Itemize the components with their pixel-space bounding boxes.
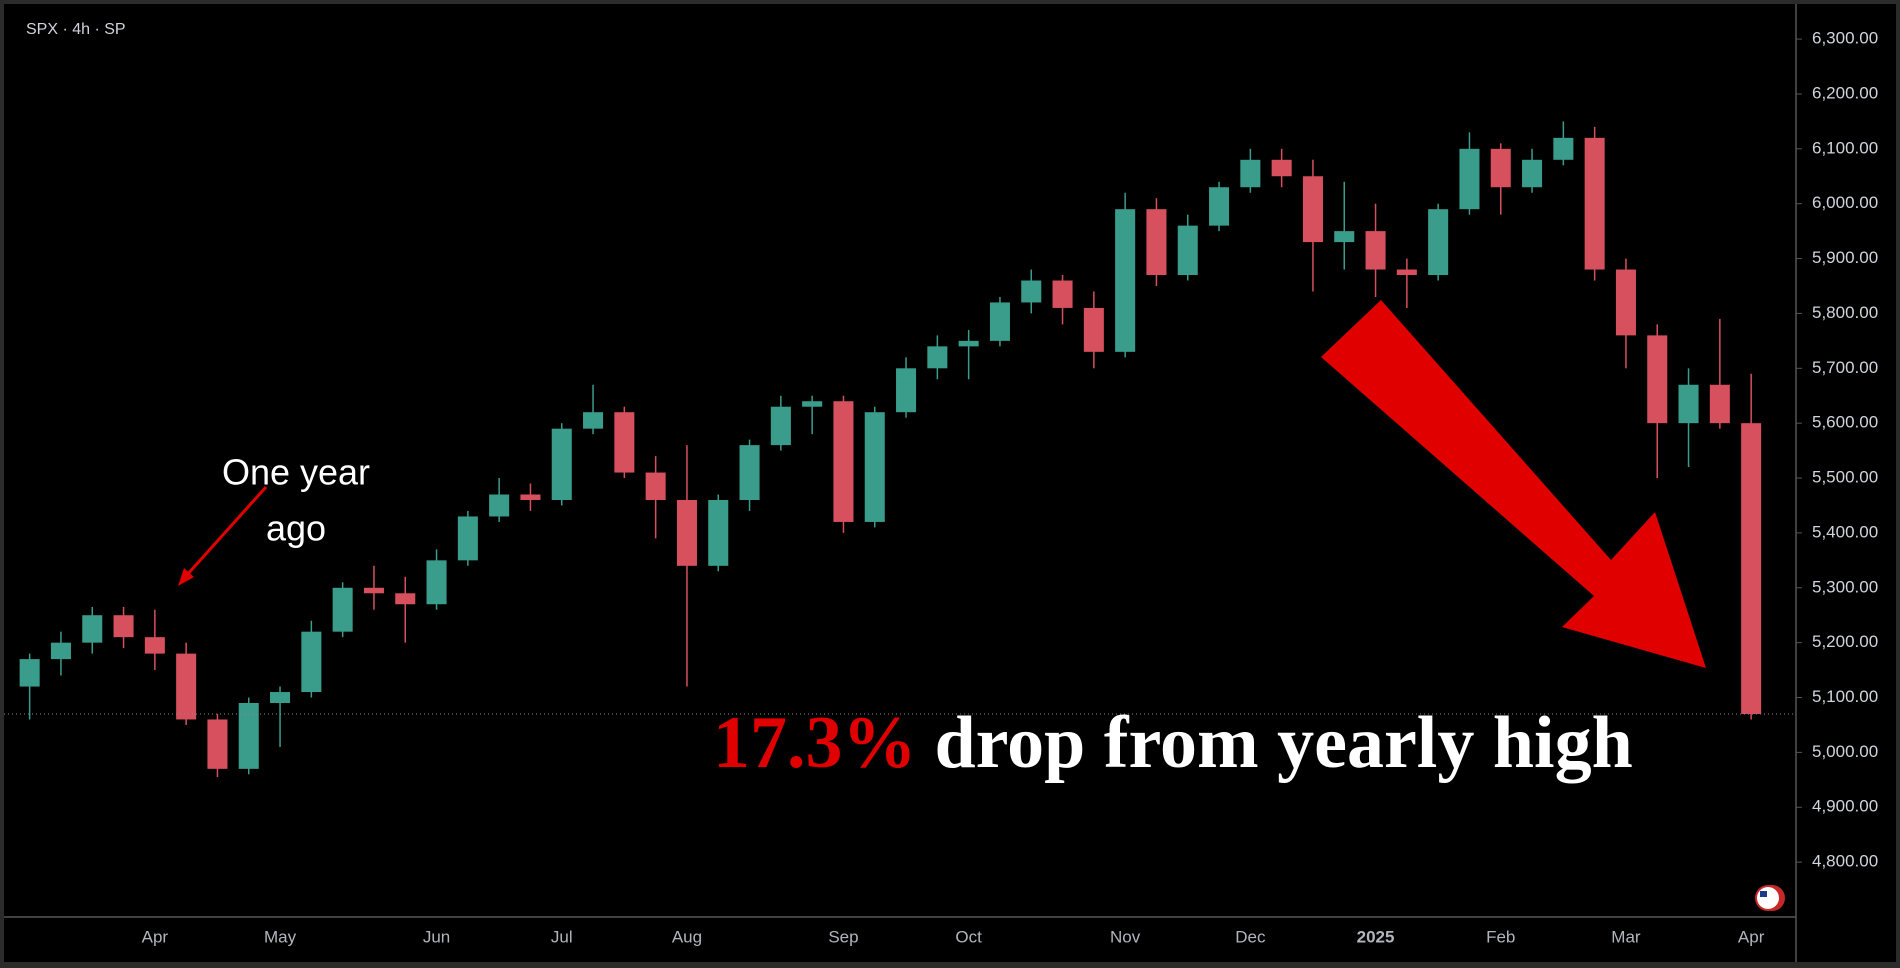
y-tick-label: 5,400.00	[1812, 522, 1878, 541]
candle-body	[207, 719, 228, 769]
candle-body	[833, 401, 854, 522]
candle-body	[551, 428, 572, 500]
y-tick-label: 5,100.00	[1812, 687, 1878, 706]
x-tick-label: May	[264, 927, 297, 946]
chart-background	[4, 4, 1896, 962]
candle-body	[144, 637, 165, 654]
candle-body	[1115, 209, 1136, 352]
candle-body	[426, 560, 447, 605]
candle-body	[489, 494, 510, 517]
candle-body	[113, 615, 134, 638]
y-tick-label: 5,900.00	[1812, 248, 1878, 267]
y-tick-label: 6,000.00	[1812, 193, 1878, 212]
x-tick-label: Apr	[142, 927, 169, 946]
ticker-label: SPX · 4h · SP	[26, 21, 126, 38]
x-tick-label: Feb	[1486, 927, 1515, 946]
x-tick-label: Sep	[828, 927, 858, 946]
y-tick-label: 5,700.00	[1812, 358, 1878, 377]
candle-body	[82, 615, 103, 643]
x-tick-label: Aug	[672, 927, 702, 946]
candle-body	[1428, 209, 1449, 276]
candle-body	[1741, 423, 1762, 714]
x-tick-label: Apr	[1738, 927, 1765, 946]
y-tick-label: 4,800.00	[1812, 852, 1878, 871]
candle-body	[520, 494, 541, 500]
candle-body	[1615, 269, 1636, 336]
small-arrow	[178, 485, 268, 586]
candle-body	[1177, 225, 1198, 276]
candle-body	[958, 340, 979, 347]
candle-body	[363, 587, 384, 594]
candle-body	[802, 401, 823, 407]
candle-body	[238, 703, 259, 769]
candle-body	[770, 406, 791, 446]
y-tick-label: 5,200.00	[1812, 632, 1878, 651]
y-tick-label: 5,600.00	[1812, 413, 1878, 432]
candle-body	[1021, 280, 1042, 303]
candle-body	[1678, 384, 1699, 424]
x-tick-label: Jun	[423, 927, 450, 946]
candle-body	[676, 499, 697, 566]
candle-body	[583, 412, 604, 429]
big-arrow	[1321, 300, 1706, 668]
y-tick-label: 5,300.00	[1812, 577, 1878, 596]
candle-body	[1271, 159, 1292, 177]
candle-body	[989, 302, 1010, 341]
drop-text: drop from yearly high	[935, 702, 1633, 784]
candle-body	[708, 499, 729, 566]
y-tick-label: 5,000.00	[1812, 742, 1878, 761]
candle-body	[1052, 280, 1073, 308]
candle-body	[1302, 176, 1323, 243]
x-tick-label: Oct	[955, 927, 982, 946]
candle-body	[1522, 159, 1543, 188]
candle-body	[270, 692, 291, 704]
candle-body	[332, 587, 353, 632]
candle-body	[739, 445, 760, 500]
candle-body	[1490, 148, 1511, 188]
candle-body	[395, 593, 416, 605]
candle-body	[614, 412, 635, 473]
candle-body	[457, 516, 478, 561]
candle-body	[1334, 231, 1355, 243]
drop-percent: 17.3%	[713, 702, 917, 784]
candle-body	[50, 642, 71, 660]
candle-body	[1365, 231, 1386, 270]
x-tick-label: Dec	[1235, 927, 1266, 946]
candle-body	[176, 653, 197, 720]
candle-body	[896, 368, 917, 413]
candle-body	[1709, 384, 1730, 424]
y-tick-label: 4,900.00	[1812, 797, 1878, 816]
y-tick-label: 6,100.00	[1812, 138, 1878, 157]
candle-body	[301, 631, 322, 693]
candle-body	[1459, 148, 1480, 210]
plot-area: 4,800.00 4,900.00 5,000.00 5,100.00 5,200.00…	[4, 29, 1878, 871]
candle-body	[1553, 137, 1574, 160]
candle-body	[1396, 269, 1417, 276]
y-tick-label: 6,200.00	[1812, 83, 1878, 102]
candle-body	[19, 659, 40, 687]
x-tick-label: Nov	[1110, 927, 1141, 946]
annotation-text: ago	[266, 508, 326, 549]
candle-body	[1240, 159, 1261, 188]
y-tick-label: 5,800.00	[1812, 303, 1878, 322]
candle-body	[864, 412, 885, 522]
candle-body	[1584, 137, 1605, 270]
y-tick-label: 5,500.00	[1812, 468, 1878, 487]
x-tick-label: 2025	[1357, 927, 1395, 946]
x-tick-label: Jul	[551, 927, 573, 946]
candle-body	[645, 472, 666, 500]
candle-body	[1209, 187, 1230, 226]
candle-body	[1083, 307, 1104, 352]
y-tick-label: 6,300.00	[1812, 29, 1878, 48]
annotation-text: One year	[222, 452, 370, 493]
drop-annotation: 17.3% drop from yearly high	[713, 702, 1633, 784]
candle-body	[1647, 335, 1668, 424]
flag-icon	[1755, 885, 1785, 911]
candle-body	[927, 346, 948, 369]
x-tick-label: Mar	[1611, 927, 1641, 946]
candle-body	[1146, 209, 1167, 276]
